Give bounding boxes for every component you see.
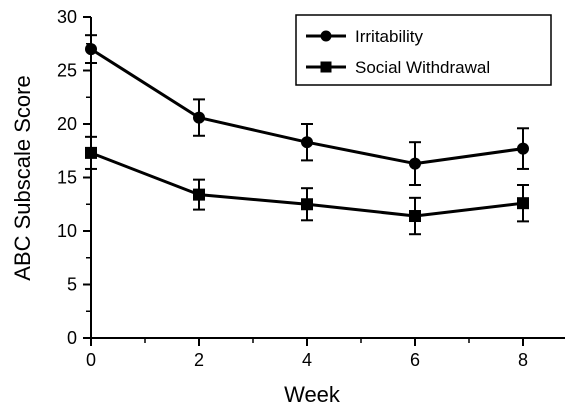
series-layer: [85, 34, 529, 236]
legend-irritability-label: Irritability: [355, 27, 424, 46]
y-tick-label: 15: [57, 168, 77, 188]
legend-box: [295, 14, 552, 86]
legend-social-withdrawal-label: Social Withdrawal: [355, 58, 490, 77]
y-tick-label: 20: [57, 114, 77, 134]
x-axis-title: Week: [284, 382, 341, 407]
social-withdrawal-point: [409, 210, 421, 223]
y-tick-label: 10: [57, 221, 77, 241]
x-tick-label: 4: [302, 350, 312, 370]
y-ticks: 0 5 10 15 20 25 30: [57, 7, 91, 348]
y-tick-label: 0: [67, 328, 77, 348]
irritability-point: [85, 43, 97, 56]
irritability-point: [193, 111, 205, 124]
y-tick-label: 25: [57, 61, 77, 81]
x-tick-label: 6: [410, 350, 420, 370]
social-withdrawal-point: [85, 146, 97, 159]
y-axis-title: ABC Subscale Score: [10, 75, 35, 280]
irritability-point: [409, 157, 421, 170]
y-tick-label: 30: [57, 7, 77, 27]
x-tick-label: 0: [86, 350, 96, 370]
x-tick-label: 8: [518, 350, 528, 370]
y-tick-label: 5: [67, 275, 77, 295]
legend: Irritability Social Withdrawal: [295, 14, 552, 86]
x-ticks: 0 2 4 6 8: [86, 338, 528, 370]
irritability-point: [301, 136, 313, 149]
irritability-point: [517, 142, 529, 155]
x-tick-label: 2: [194, 350, 204, 370]
social-withdrawal-point: [193, 188, 205, 201]
social-withdrawal-point: [517, 197, 529, 210]
legend-irritability-marker: [320, 30, 332, 42]
social-withdrawal-point: [301, 198, 313, 211]
legend-social-withdrawal-marker: [320, 61, 332, 73]
